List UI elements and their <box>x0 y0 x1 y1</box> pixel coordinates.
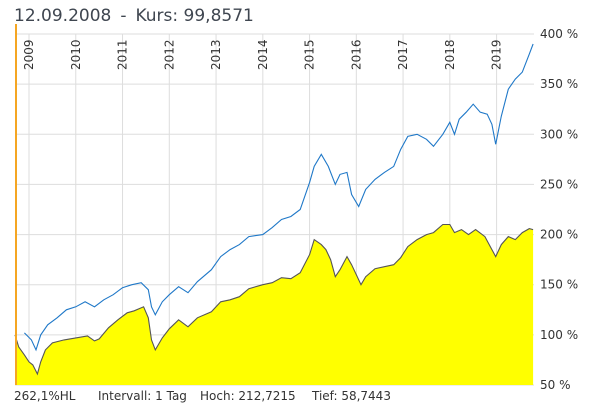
y-tick-label: 250 % <box>540 177 578 191</box>
x-tick-label: 2010 <box>69 39 83 70</box>
area-series-fill <box>15 224 534 385</box>
x-tick-label: 2013 <box>209 39 223 70</box>
y-axis-ticks: 50 % 100 % 150 % 200 % 250 % 300 % 350 % 400 % <box>540 27 578 392</box>
header-separator: - <box>120 6 127 26</box>
chart-header: 12.09.2008- Kurs: 99,8571 <box>14 6 254 26</box>
x-tick-label: 2018 <box>443 39 457 70</box>
area-series <box>14 223 534 385</box>
x-tick-label: 2019 <box>490 39 504 70</box>
y-tick-label: 50 % <box>540 378 571 392</box>
footer-high: Hoch: 212,7215 <box>200 389 296 403</box>
area-series-line <box>14 223 534 376</box>
x-tick-label: 2015 <box>303 39 317 70</box>
footer-low: Tief: 58,7443 <box>312 389 391 403</box>
y-tick-label: 300 % <box>540 127 578 141</box>
header-price: Kurs: 99,8571 <box>135 6 254 26</box>
line-series <box>24 43 534 352</box>
header-date: 12.09.2008 <box>14 6 112 26</box>
y-tick-label: 100 % <box>540 328 578 342</box>
blue-series-line <box>24 43 534 352</box>
x-tick-label: 2012 <box>162 39 176 70</box>
y-tick-label: 350 % <box>540 77 578 91</box>
x-axis-ticks: 2009 2010 2011 2012 2013 2014 2015 2016 2017 2018… <box>22 39 504 70</box>
footer-change: 262,1%HL <box>14 389 76 403</box>
x-tick-label: 2009 <box>22 39 36 70</box>
footer-interval: Intervall: 1 Tag <box>98 389 187 403</box>
x-tick-label: 2014 <box>256 39 270 70</box>
y-tick-label: 200 % <box>540 228 578 242</box>
x-tick-label: 2011 <box>116 39 130 70</box>
x-tick-label: 2016 <box>349 39 363 70</box>
x-tick-label: 2017 <box>396 39 410 70</box>
y-tick-label: 400 % <box>540 27 578 41</box>
y-tick-label: 150 % <box>540 278 578 292</box>
